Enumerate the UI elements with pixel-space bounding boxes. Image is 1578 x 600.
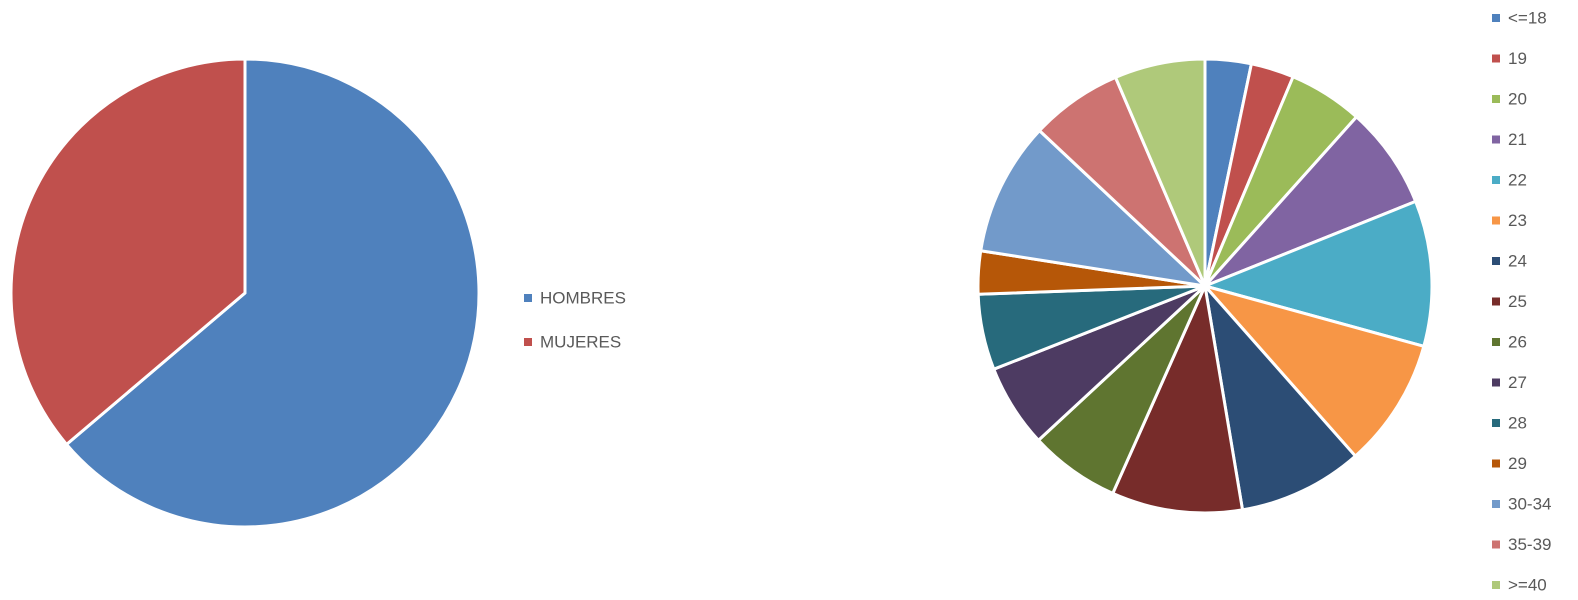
gender-slice-mujeres	[9, 57, 247, 446]
age-legend-swatch-35-39	[1492, 540, 1500, 549]
age-legend-label-25: 25	[1508, 292, 1527, 311]
gender-pie-chart	[9, 57, 481, 529]
age-legend-swatch-ge-40	[1492, 581, 1500, 589]
age-legend-label-29: 29	[1508, 454, 1527, 473]
age-legend-swatch-25	[1492, 297, 1500, 306]
age-legend-label-20: 20	[1508, 90, 1527, 109]
age-legend-swatch-27	[1492, 378, 1500, 387]
age-pie-chart	[976, 57, 1434, 515]
age-legend-swatch-21	[1492, 135, 1500, 144]
age-legend: <=18 19 20 21 22 23 24 25 26 27 28 29 30-34 35-39 >=40	[1492, 9, 1551, 595]
age-legend-label-28: 28	[1508, 414, 1527, 433]
age-slice-25	[1111, 284, 1245, 515]
age-legend-label-26: 26	[1508, 333, 1527, 352]
age-legend-label-24: 24	[1508, 252, 1527, 271]
age-slice-23	[1203, 284, 1426, 458]
age-legend-swatch-30-34	[1492, 500, 1500, 508]
age-legend-label-le-18: <=18	[1508, 9, 1547, 28]
gender-legend-label-mujeres: MUJERES	[540, 333, 621, 352]
age-legend-swatch-26	[1492, 338, 1500, 346]
age-legend-label-21: 21	[1508, 130, 1527, 149]
gender-legend-swatch-hombres	[524, 294, 532, 302]
age-slice-22	[1203, 199, 1434, 348]
age-legend-swatch-le-18	[1492, 14, 1500, 22]
age-legend-swatch-22	[1492, 176, 1500, 184]
gender-slice-hombres	[65, 57, 481, 529]
gender-legend-label-hombres: HOMBRES	[540, 289, 626, 308]
gender-legend-swatch-mujeres	[524, 338, 532, 346]
age-slice-21	[1203, 115, 1418, 288]
age-slice-ge-40	[1114, 57, 1207, 288]
age-legend-label-27: 27	[1508, 373, 1527, 392]
age-legend-label-ge-40: >=40	[1508, 576, 1547, 595]
age-legend-label-30-34: 30-34	[1508, 495, 1551, 514]
age-legend-label-23: 23	[1508, 211, 1527, 230]
age-legend-swatch-24	[1492, 257, 1500, 265]
age-legend-label-19: 19	[1508, 49, 1527, 68]
age-legend-swatch-29	[1492, 459, 1500, 468]
age-legend-swatch-20	[1492, 95, 1500, 103]
age-legend-swatch-28	[1492, 419, 1500, 427]
age-legend-label-22: 22	[1508, 171, 1527, 190]
age-legend-swatch-23	[1492, 216, 1500, 225]
gender-legend: HOMBRES MUJERES	[524, 289, 626, 352]
age-slice-30-34	[979, 129, 1207, 288]
age-legend-swatch-19	[1492, 54, 1500, 63]
age-legend-label-35-39: 35-39	[1508, 535, 1551, 554]
age-slice-24	[1203, 284, 1357, 512]
